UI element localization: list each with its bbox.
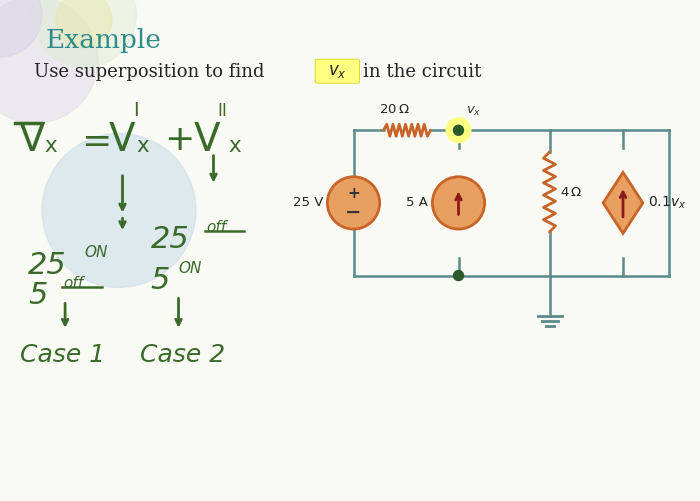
Circle shape xyxy=(32,0,136,68)
Text: $v_x$: $v_x$ xyxy=(466,105,482,118)
Text: in the circuit: in the circuit xyxy=(363,63,481,81)
Polygon shape xyxy=(603,172,643,233)
Text: $\mathsf{V}$: $\mathsf{V}$ xyxy=(193,121,220,159)
Circle shape xyxy=(56,0,112,48)
Circle shape xyxy=(454,271,463,281)
Circle shape xyxy=(42,133,196,288)
Text: $0.1v_x$: $0.1v_x$ xyxy=(648,195,686,211)
Text: $\mathsf{_x}$: $\mathsf{_x}$ xyxy=(228,126,241,155)
Text: $\mathsf{=}$: $\mathsf{=}$ xyxy=(74,123,109,157)
Text: $\mathsf{_x}$: $\mathsf{_x}$ xyxy=(136,126,150,155)
Text: off: off xyxy=(63,276,83,291)
Text: 5: 5 xyxy=(28,281,48,310)
Text: $\mathsf{V}$: $\mathsf{V}$ xyxy=(108,121,136,159)
Circle shape xyxy=(0,0,42,57)
FancyBboxPatch shape xyxy=(315,59,360,83)
Circle shape xyxy=(328,177,379,229)
Text: 5: 5 xyxy=(150,266,170,295)
Circle shape xyxy=(454,125,463,135)
Circle shape xyxy=(0,0,98,123)
Text: Case 1: Case 1 xyxy=(20,343,105,367)
Text: $\mathsf{V}$: $\mathsf{V}$ xyxy=(18,121,46,159)
Text: 25: 25 xyxy=(28,250,66,280)
Text: +: + xyxy=(347,186,360,201)
Text: −: − xyxy=(345,202,362,221)
Text: off: off xyxy=(206,220,227,235)
Text: 5 A: 5 A xyxy=(407,196,428,209)
Text: $4\,\Omega$: $4\,\Omega$ xyxy=(559,185,582,198)
Circle shape xyxy=(433,177,484,229)
Text: $\mathsf{+}$: $\mathsf{+}$ xyxy=(164,123,193,157)
Text: $\mathsf{II}$: $\mathsf{II}$ xyxy=(217,102,227,120)
Text: 25 V: 25 V xyxy=(293,196,323,209)
Text: $20\,\Omega$: $20\,\Omega$ xyxy=(379,103,410,116)
Text: Case 2: Case 2 xyxy=(140,343,225,367)
Text: 25: 25 xyxy=(150,225,189,255)
Circle shape xyxy=(445,117,472,143)
Text: ON: ON xyxy=(84,245,107,261)
Text: Example: Example xyxy=(46,28,162,53)
Text: $\mathsf{I}$: $\mathsf{I}$ xyxy=(133,101,139,120)
Text: Use superposition to find: Use superposition to find xyxy=(34,63,264,81)
Text: $v_x$: $v_x$ xyxy=(328,63,346,80)
Text: $\mathsf{_x}$: $\mathsf{_x}$ xyxy=(44,126,58,155)
Text: ON: ON xyxy=(178,261,202,276)
